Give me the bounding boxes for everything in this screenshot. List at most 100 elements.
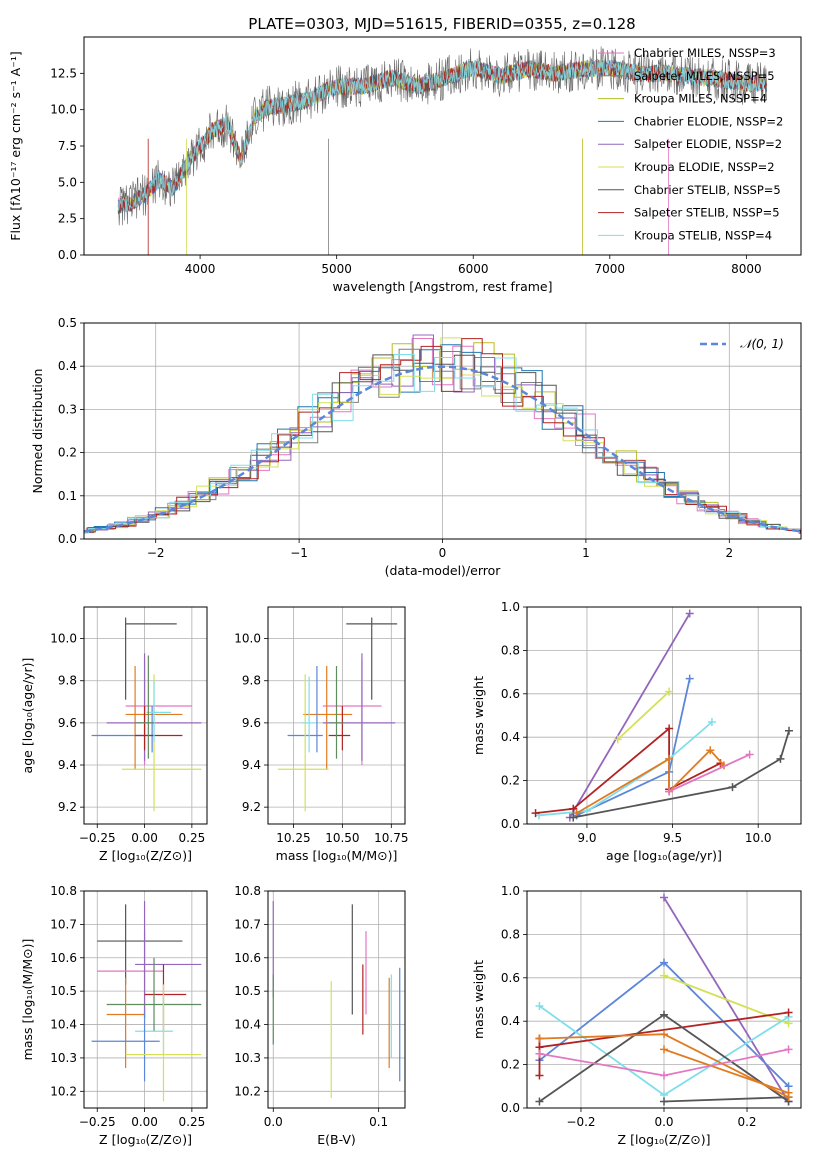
x-tick-label: −0.2 (566, 1115, 595, 1129)
series-marker (707, 718, 716, 727)
axes-frame (83, 36, 802, 256)
y-tick-label: 10.3 (234, 1051, 261, 1065)
y-axis-label: mass weight (471, 676, 486, 755)
y-tick-label: 10.6 (234, 951, 261, 965)
x-tick-label: 0.00 (131, 1115, 158, 1129)
axes-frame (83, 890, 208, 1109)
y-tick-label: 9.4 (242, 758, 261, 772)
series-marker (745, 750, 754, 759)
series-line (538, 721, 713, 817)
series-marker (685, 674, 694, 683)
y-tick-label: 10.5 (50, 984, 77, 998)
x-tick-label: 10.25 (276, 831, 310, 845)
legend-label: Kroupa MILES, NSSP=4 (634, 92, 767, 106)
y-tick-label: 9.8 (242, 674, 261, 688)
y-tick-label: 12.5 (50, 66, 77, 80)
y-tick-label: 0.6 (501, 971, 520, 985)
y-tick-label: 0.3 (58, 402, 77, 416)
plot-area (535, 893, 793, 1106)
axes-frame (526, 606, 802, 825)
legend-label: Salpeter MILES, NSSP=5 (634, 69, 775, 83)
figure-title: PLATE=0303, MJD=51615, FIBERID=0355, z=0… (248, 15, 635, 33)
y-axis-label: Flux [fλ10⁻¹⁷ erg cm⁻² s⁻¹ A⁻¹] (8, 51, 23, 240)
series-marker (535, 1071, 544, 1080)
series-line (573, 730, 790, 819)
x-tick-label: 0.2 (737, 1115, 756, 1129)
x-tick-label: 0.0 (264, 1115, 283, 1129)
series-line (569, 613, 691, 818)
spectrum-line (117, 58, 767, 213)
y-tick-label: 10.8 (50, 884, 77, 898)
series-line (663, 974, 789, 1025)
y-tick-label: 7.5 (58, 139, 77, 153)
y-tick-label: 10.0 (50, 632, 77, 646)
y-tick-label: 10.6 (50, 951, 77, 965)
series-marker (728, 783, 737, 792)
x-tick-label: −1 (290, 546, 308, 560)
series-line (663, 1048, 789, 1094)
series-marker (660, 893, 668, 902)
y-tick-label: 0.0 (501, 1101, 520, 1115)
series-marker (685, 609, 694, 618)
x-tick-label: 9.0 (577, 831, 596, 845)
histogram (84, 354, 801, 535)
series-marker (660, 1010, 668, 1019)
chart-spectrum: 4000 5000 6000 7000 8000 0.0 2.5 5.0 7.5 10.0 12.5… (8, 36, 802, 294)
y-tick-label: 0.0 (58, 248, 77, 262)
x-tick-label: 7000 (595, 262, 626, 276)
x-tick-label: 2 (725, 546, 733, 560)
series-marker (665, 724, 674, 733)
y-axis-label: mass weight (471, 960, 486, 1039)
x-tick-label: 10.50 (325, 831, 359, 845)
y-tick-label: 10.5 (234, 984, 261, 998)
series-marker (660, 1030, 668, 1039)
y-tick-label: 9.8 (58, 674, 77, 688)
y-tick-label: 0.4 (501, 1014, 520, 1028)
chart-age-vs-mass: 10.25 10.50 10.75 9.2 9.4 9.6 9.8 10.0 mass [log… (234, 606, 408, 863)
y-tick-label: 0.4 (501, 730, 520, 744)
y-tick-label: 10.4 (234, 1018, 261, 1032)
series-marker (535, 1049, 544, 1058)
chart-massweight-vs-Z: −0.2 0.0 0.2 0.0 0.2 0.4 0.6 0.8 1.0 Z [log₁₀(Z/Z… (471, 884, 802, 1147)
series-marker (582, 806, 591, 815)
y-tick-label: 1.0 (501, 884, 520, 898)
series-marker (706, 746, 715, 755)
plot-area (531, 609, 794, 822)
x-axis-label: wavelength [Angstrom, rest frame] (332, 279, 552, 294)
series-marker (569, 804, 578, 813)
plot-area (277, 617, 398, 812)
x-axis-label: Z [log₁₀(Z/Z⊙)] (99, 848, 192, 863)
series-marker (613, 735, 622, 744)
legend-label: Chabrier MILES, NSSP=3 (634, 46, 776, 60)
plot-area (91, 901, 202, 1102)
series-marker (660, 958, 668, 967)
y-tick-label: 0.2 (58, 446, 77, 460)
histogram (84, 337, 801, 532)
y-axis-label: age [log₁₀(age/yr)] (20, 658, 35, 774)
y-tick-label: 2.5 (58, 212, 77, 226)
legend-label: Chabrier STELIB, NSSP=5 (634, 183, 781, 197)
series-marker (665, 687, 674, 696)
y-tick-label: 10.2 (50, 1084, 77, 1098)
histogram (84, 344, 801, 532)
series-marker (531, 809, 540, 818)
y-tick-label: 10.4 (50, 1018, 77, 1032)
y-tick-label: 10.7 (234, 917, 261, 931)
series-marker (784, 1088, 793, 1097)
y-tick-label: 0.8 (501, 927, 520, 941)
series-marker (660, 971, 668, 980)
legend-label: 𝒩(0, 1) (740, 337, 784, 351)
x-tick-label: 0.25 (179, 1115, 206, 1129)
series-marker (572, 809, 581, 818)
x-axis-label: mass [log₁₀(M/M⊙)] (276, 848, 398, 863)
chart-mass-vs-Z: −0.25 0.00 0.25 10.2 10.3 10.4 10.5 10.6 10.7 10.… (20, 884, 208, 1147)
series-marker (535, 1034, 544, 1043)
y-tick-label: 9.4 (58, 758, 77, 772)
x-axis-label: Z [log₁₀(Z/Z⊙)] (618, 1132, 711, 1147)
y-tick-label: 0.2 (501, 1058, 520, 1072)
x-tick-label: 9.5 (663, 831, 682, 845)
y-tick-label: 0.0 (58, 532, 77, 546)
y-tick-label: 10.8 (234, 884, 261, 898)
chart-mass-vs-ebv: 0.0 0.1 10.2 10.3 10.4 10.5 10.6 10.7 10.8 E(B-V) (234, 884, 406, 1147)
